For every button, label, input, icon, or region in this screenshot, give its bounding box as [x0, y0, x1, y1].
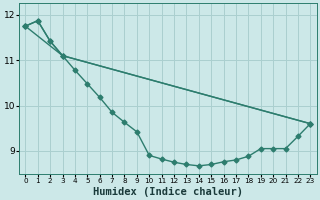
X-axis label: Humidex (Indice chaleur): Humidex (Indice chaleur) [93, 186, 243, 197]
